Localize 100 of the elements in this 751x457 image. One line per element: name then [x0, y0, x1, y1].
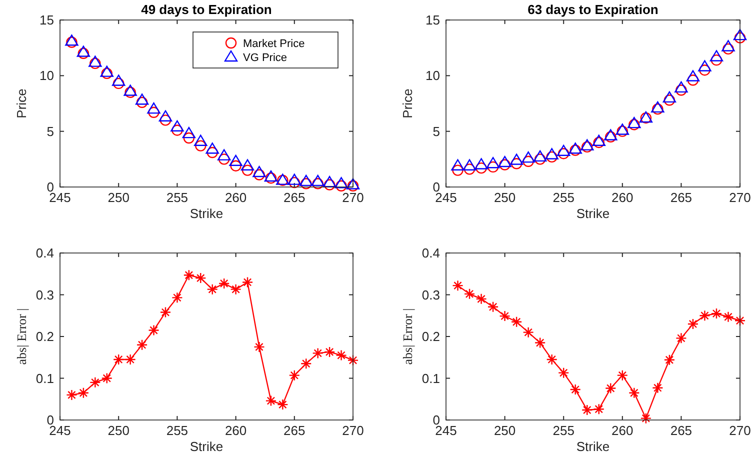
point [734, 315, 746, 326]
point [194, 134, 208, 146]
y-axis-title: abs| Error | [14, 308, 29, 365]
point [687, 74, 699, 86]
point [136, 339, 148, 350]
point [172, 292, 183, 304]
point [324, 346, 336, 358]
point [252, 166, 266, 178]
point [499, 159, 510, 170]
point [312, 348, 324, 359]
point [652, 382, 664, 394]
point [546, 151, 558, 163]
point [148, 106, 160, 118]
y-tick-label: 5 [432, 124, 440, 139]
point [582, 141, 593, 153]
point [230, 160, 242, 172]
point [664, 354, 676, 366]
point [336, 180, 347, 192]
x-tick-label: 250 [494, 423, 516, 438]
point [582, 404, 593, 416]
x-tick-label: 270 [342, 423, 364, 438]
x-tick-label: 260 [224, 423, 247, 438]
x-tick-label: 260 [612, 423, 634, 438]
point [464, 288, 476, 300]
point [534, 154, 546, 165]
point [206, 146, 218, 158]
point [699, 310, 710, 322]
point [722, 43, 734, 55]
point [230, 284, 242, 295]
point [242, 164, 254, 176]
point [183, 132, 195, 144]
y-tick-label: 0.2 [422, 329, 440, 344]
point [300, 358, 312, 370]
point [628, 119, 640, 130]
point [254, 341, 265, 353]
point [592, 134, 606, 146]
point [510, 316, 522, 328]
point [558, 367, 570, 378]
point [66, 389, 78, 401]
x-tick-label: 270 [729, 423, 751, 438]
point [534, 337, 546, 348]
point [546, 354, 558, 366]
point [229, 154, 242, 166]
x-axis-title: Strike [190, 439, 224, 454]
point [240, 159, 254, 170]
point [710, 50, 724, 62]
point [686, 70, 700, 82]
point [90, 58, 101, 70]
point [474, 158, 488, 170]
y-tick-label: 0.4 [422, 246, 440, 260]
x-tick-label: 255 [552, 423, 574, 438]
x-tick-label: 245 [49, 190, 71, 205]
point [101, 372, 112, 384]
point [288, 370, 300, 381]
x-axis-title: Strike [190, 206, 224, 221]
point [100, 66, 114, 77]
point [277, 398, 288, 410]
point [183, 270, 195, 281]
point [148, 324, 160, 336]
y-tick-label: 0.2 [36, 329, 54, 344]
point [217, 149, 231, 160]
point [710, 54, 722, 66]
point [158, 110, 172, 122]
y-tick-label: 0.3 [422, 287, 440, 302]
point [113, 78, 124, 90]
point [195, 272, 206, 284]
y-axis-title: Price [14, 88, 29, 118]
point [522, 326, 534, 338]
point [136, 96, 148, 108]
point [112, 74, 126, 86]
point [462, 159, 476, 170]
point [300, 178, 312, 190]
point [487, 161, 499, 173]
x-tick-label: 265 [670, 190, 692, 205]
x-tick-label: 245 [435, 423, 457, 438]
x-tick-label: 245 [435, 190, 457, 205]
point [182, 126, 196, 138]
point [78, 387, 90, 398]
point [464, 164, 476, 175]
x-tick-label: 255 [552, 190, 574, 205]
point [722, 311, 734, 322]
point [288, 176, 300, 188]
point [570, 384, 581, 396]
point [218, 278, 230, 290]
point [101, 68, 112, 80]
point [311, 174, 324, 186]
x-tick-label: 255 [166, 423, 188, 438]
point [499, 310, 510, 322]
point [640, 412, 652, 424]
point [628, 116, 641, 128]
x-tick-label: 250 [108, 423, 130, 438]
x-axis-title: Strike [576, 439, 610, 454]
chart-title: 49 days to Expiration [141, 2, 272, 17]
point [510, 154, 524, 165]
point [312, 178, 324, 190]
y-tick-label: 0.4 [36, 246, 54, 260]
x-tick-label: 250 [494, 190, 516, 205]
y-tick-label: 0.3 [36, 287, 54, 302]
point [452, 164, 464, 176]
point [218, 154, 230, 165]
